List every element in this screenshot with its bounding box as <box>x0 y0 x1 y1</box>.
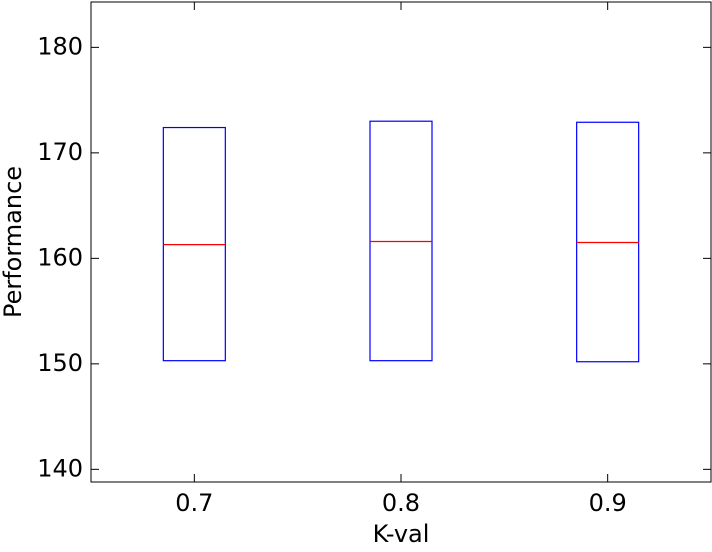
y-tick-label: 140 <box>37 454 83 482</box>
x-axis-label: K-val <box>373 520 430 548</box>
x-tick-label: 0.7 <box>175 489 213 517</box>
y-axis-label: Performance <box>0 166 27 318</box>
x-tick-label: 0.8 <box>382 489 420 517</box>
y-tick-label: 160 <box>37 243 83 271</box>
y-tick-label: 180 <box>37 32 83 60</box>
y-tick-label: 170 <box>37 138 83 166</box>
y-tick-label: 150 <box>37 349 83 377</box>
x-tick-label: 0.9 <box>589 489 627 517</box>
